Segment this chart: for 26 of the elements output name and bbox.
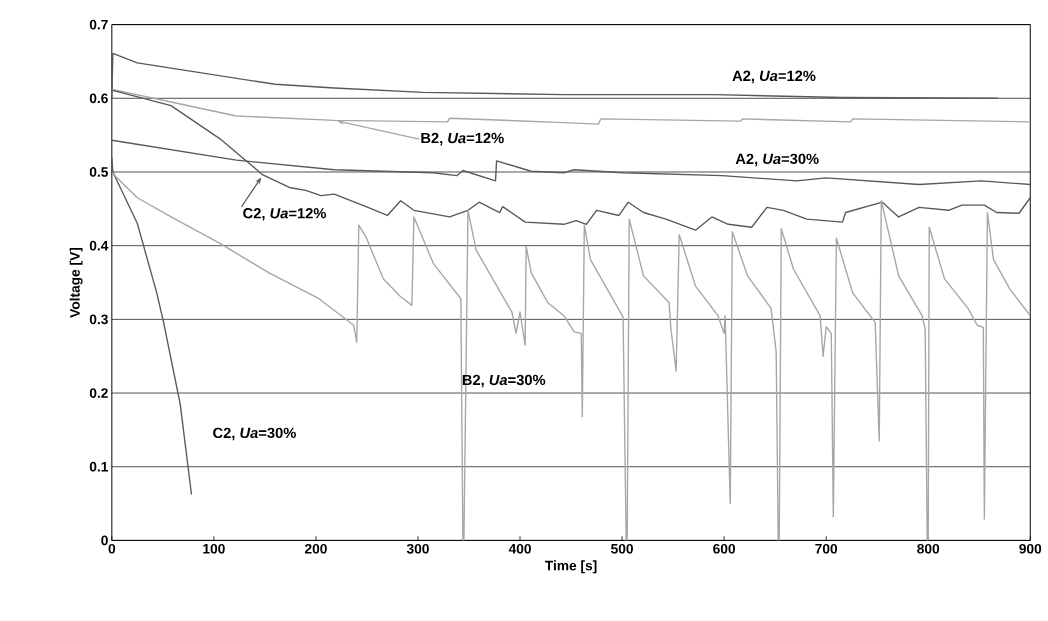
x-tick-label: 700 [815, 543, 838, 554]
x-tick-label: 200 [304, 543, 327, 554]
series-label: A2, Ua=12% [732, 70, 816, 84]
y-tick-label: 0.4 [89, 240, 109, 251]
x-tick-label: 0 [108, 543, 116, 554]
series-label: B2, Ua=12% [421, 132, 504, 146]
x-tick-label: 500 [611, 543, 633, 554]
series-label: B2, Ua=30% [462, 374, 546, 388]
series-label: C2, Ua=30% [213, 427, 296, 441]
y-axis-title: Voltage [V] [69, 247, 83, 318]
x-tick-label: 400 [508, 543, 531, 554]
y-tick-label: 0.6 [89, 93, 108, 104]
x-tick-label: 100 [203, 543, 225, 554]
series-label: A2, Ua=30% [735, 153, 819, 167]
x-tick-label: 600 [713, 543, 736, 554]
y-tick-label: 0.2 [89, 388, 108, 398]
y-tick-label: 0 [101, 535, 108, 546]
y-tick-label: 0.3 [89, 314, 108, 325]
x-axis-title: Time [s] [545, 560, 597, 574]
legend-label: C2, Ua=12% [243, 207, 327, 221]
y-tick-label: 0.5 [89, 167, 108, 177]
x-tick-label: 900 [1019, 543, 1042, 554]
x-tick-label: 300 [406, 543, 429, 554]
y-tick-label: 0.1 [89, 461, 108, 472]
y-tick-label: 0.7 [89, 19, 108, 30]
x-tick-label: 800 [917, 543, 940, 554]
